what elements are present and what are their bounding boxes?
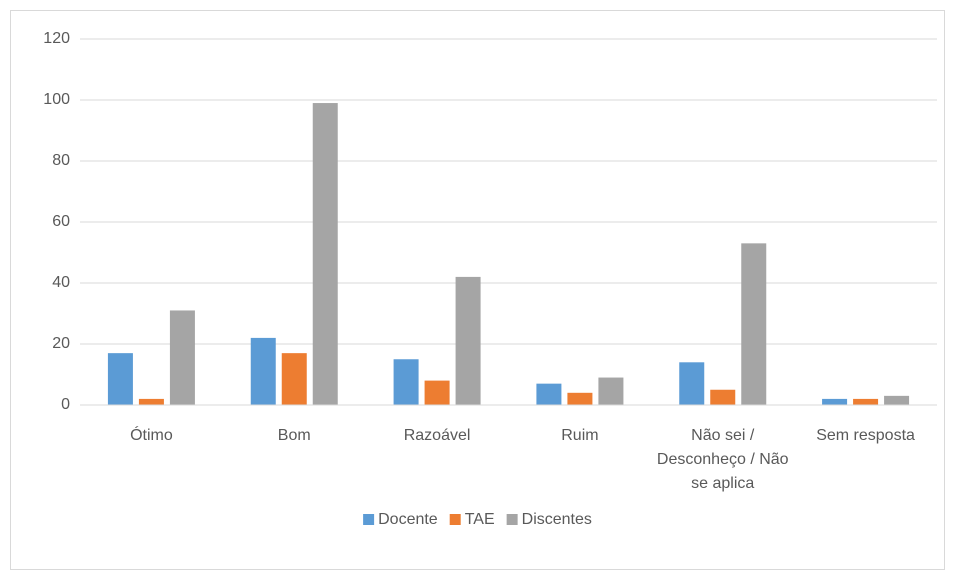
legend-swatch [363,514,375,525]
bar [424,380,450,405]
bar [250,337,276,405]
bar [536,383,562,405]
bar [679,362,705,405]
x-tick-label: Razoável [403,427,471,444]
bar [822,398,848,405]
bar [853,398,879,405]
x-tick-label: Bom [277,427,311,444]
bar [312,103,338,406]
x-tick-label: Ruim [561,427,599,444]
x-tick-label: Não sei / Desconheço / Não se aplica [656,427,789,492]
legend-label: Docente [378,511,438,528]
legend-swatch [449,514,461,525]
bar [741,243,767,405]
bar [169,310,195,405]
y-tick-label: 0 [61,396,70,413]
y-tick-label: 120 [43,30,70,47]
legend-label: TAE [465,511,495,528]
y-tick-label: 60 [52,213,70,230]
bar [598,377,624,405]
y-tick-label: 80 [52,152,70,169]
bar [567,392,593,405]
x-tick-label: Ótimo [130,427,173,444]
bar [281,353,307,405]
bar [138,398,164,405]
x-tick-label: Sem resposta [816,427,915,444]
y-tick-label: 40 [52,274,70,291]
bar [107,353,133,405]
bar [884,395,910,405]
bar [710,389,736,405]
bar [393,359,419,405]
y-tick-label: 100 [43,91,70,108]
legend-label: Discentes [522,511,592,528]
y-tick-label: 20 [52,335,70,352]
bar [455,276,481,405]
legend-swatch [506,514,518,525]
